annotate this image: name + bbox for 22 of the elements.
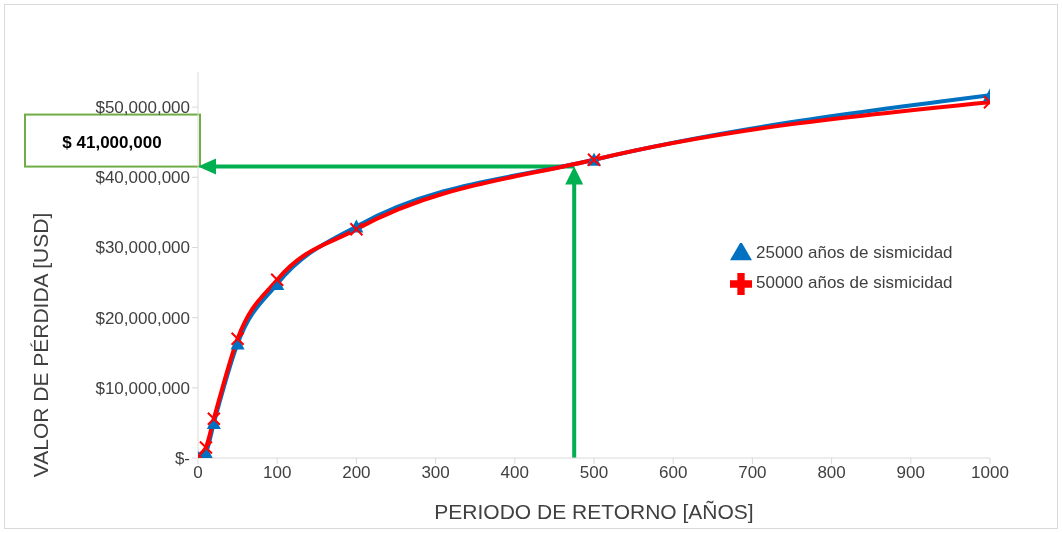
legend-label: 25000 años de sismicidad — [756, 243, 953, 262]
x-tick-label: 800 — [817, 463, 846, 483]
legend-label: 50000 años de sismicidad — [756, 273, 953, 292]
x-tick-label: 600 — [659, 463, 688, 483]
y-tick-label: $20,000,000 — [95, 308, 190, 328]
x-tick-label: 100 — [263, 463, 292, 483]
x-tick-label: 500 — [579, 463, 609, 483]
x-tick-label: 0 — [193, 463, 203, 483]
y-tick-label: $30,000,000 — [95, 238, 190, 258]
text: $ 41,000,000 — [62, 132, 162, 152]
y-tick-label: $- — [174, 449, 190, 469]
x-tick-label: 400 — [500, 463, 529, 483]
x-tick-label: 700 — [738, 463, 767, 483]
x-tick-label: 900 — [896, 463, 925, 483]
x-tick-label: 200 — [342, 463, 371, 483]
y-tick-label: $10,000,000 — [95, 378, 190, 398]
x-tick-label: 300 — [421, 463, 450, 483]
y-tick-label: $50,000,000 — [95, 98, 190, 118]
x-tick-label: 1000 — [971, 463, 1009, 483]
x-axis-title: PERIODO DE RETORNO [AÑOS] — [434, 500, 754, 523]
y-tick-label: $40,000,000 — [95, 168, 190, 188]
y-axis-title: VALOR DE PÉRDIDA [USD] — [28, 212, 52, 478]
